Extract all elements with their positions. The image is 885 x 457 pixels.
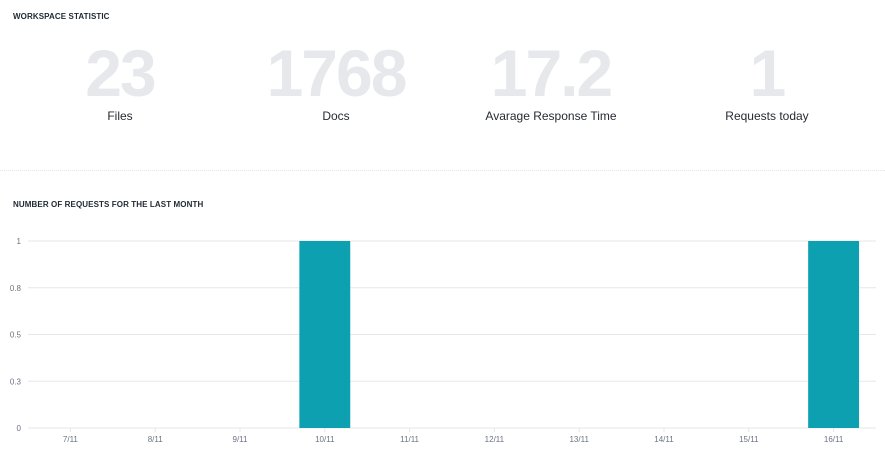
requests-bar-chart: 0 0.3 0.5 0.8 1 7/11 8/11 9/11 10/11 11/11 12/11 13… bbox=[10, 237, 876, 444]
bar-16-11 bbox=[808, 241, 860, 428]
requests-chart: 0 0.3 0.5 0.8 1 7/11 8/11 9/11 10/11 11/11 12/11 13… bbox=[0, 225, 885, 457]
x-tick-label: 8/11 bbox=[148, 435, 164, 444]
x-tick-label: 13/11 bbox=[569, 435, 589, 444]
y-tick-label: 0.5 bbox=[10, 331, 22, 340]
x-tick-label: 11/11 bbox=[400, 435, 419, 444]
x-tick-label: 9/11 bbox=[233, 435, 249, 444]
files-count: 23 bbox=[85, 36, 156, 110]
section-divider bbox=[0, 170, 885, 171]
x-tick-label: 12/11 bbox=[485, 435, 505, 444]
stat-docs: 1768 Docs bbox=[246, 36, 426, 124]
stats-row: 23 Files 1768 Docs 17.2 Avarage Response… bbox=[0, 36, 885, 136]
y-tick-label: 1 bbox=[17, 237, 22, 246]
x-tick-label: 15/11 bbox=[739, 435, 759, 444]
requests-chart-title: NUMBER OF REQUESTS FOR THE LAST MONTH bbox=[13, 200, 204, 209]
files-label: Files bbox=[107, 109, 133, 123]
average-response-time-label: Avarage Response Time bbox=[485, 109, 617, 123]
stat-requests-today: 1 Requests today bbox=[677, 36, 857, 124]
average-response-time-value: 17.2 bbox=[490, 36, 613, 110]
x-tick-label: 16/11 bbox=[824, 435, 844, 444]
y-tick-label: 0.3 bbox=[10, 377, 22, 386]
x-tick-label: 10/11 bbox=[315, 435, 335, 444]
y-tick-label: 0.8 bbox=[10, 284, 22, 293]
docs-label: Docs bbox=[322, 109, 350, 123]
docs-count: 1768 bbox=[266, 36, 408, 110]
y-tick-label: 0 bbox=[17, 424, 22, 433]
requests-today-value: 1 bbox=[749, 36, 787, 110]
stat-files: 23 Files bbox=[30, 36, 210, 124]
stat-average-response-time: 17.2 Avarage Response Time bbox=[461, 36, 641, 124]
workspace-statistic-title: WORKSPACE STATISTIC bbox=[13, 12, 110, 21]
x-tick-label: 14/11 bbox=[654, 435, 674, 444]
bar-10-11 bbox=[299, 241, 351, 428]
requests-today-label: Requests today bbox=[725, 109, 809, 123]
x-tick-label: 7/11 bbox=[63, 435, 79, 444]
